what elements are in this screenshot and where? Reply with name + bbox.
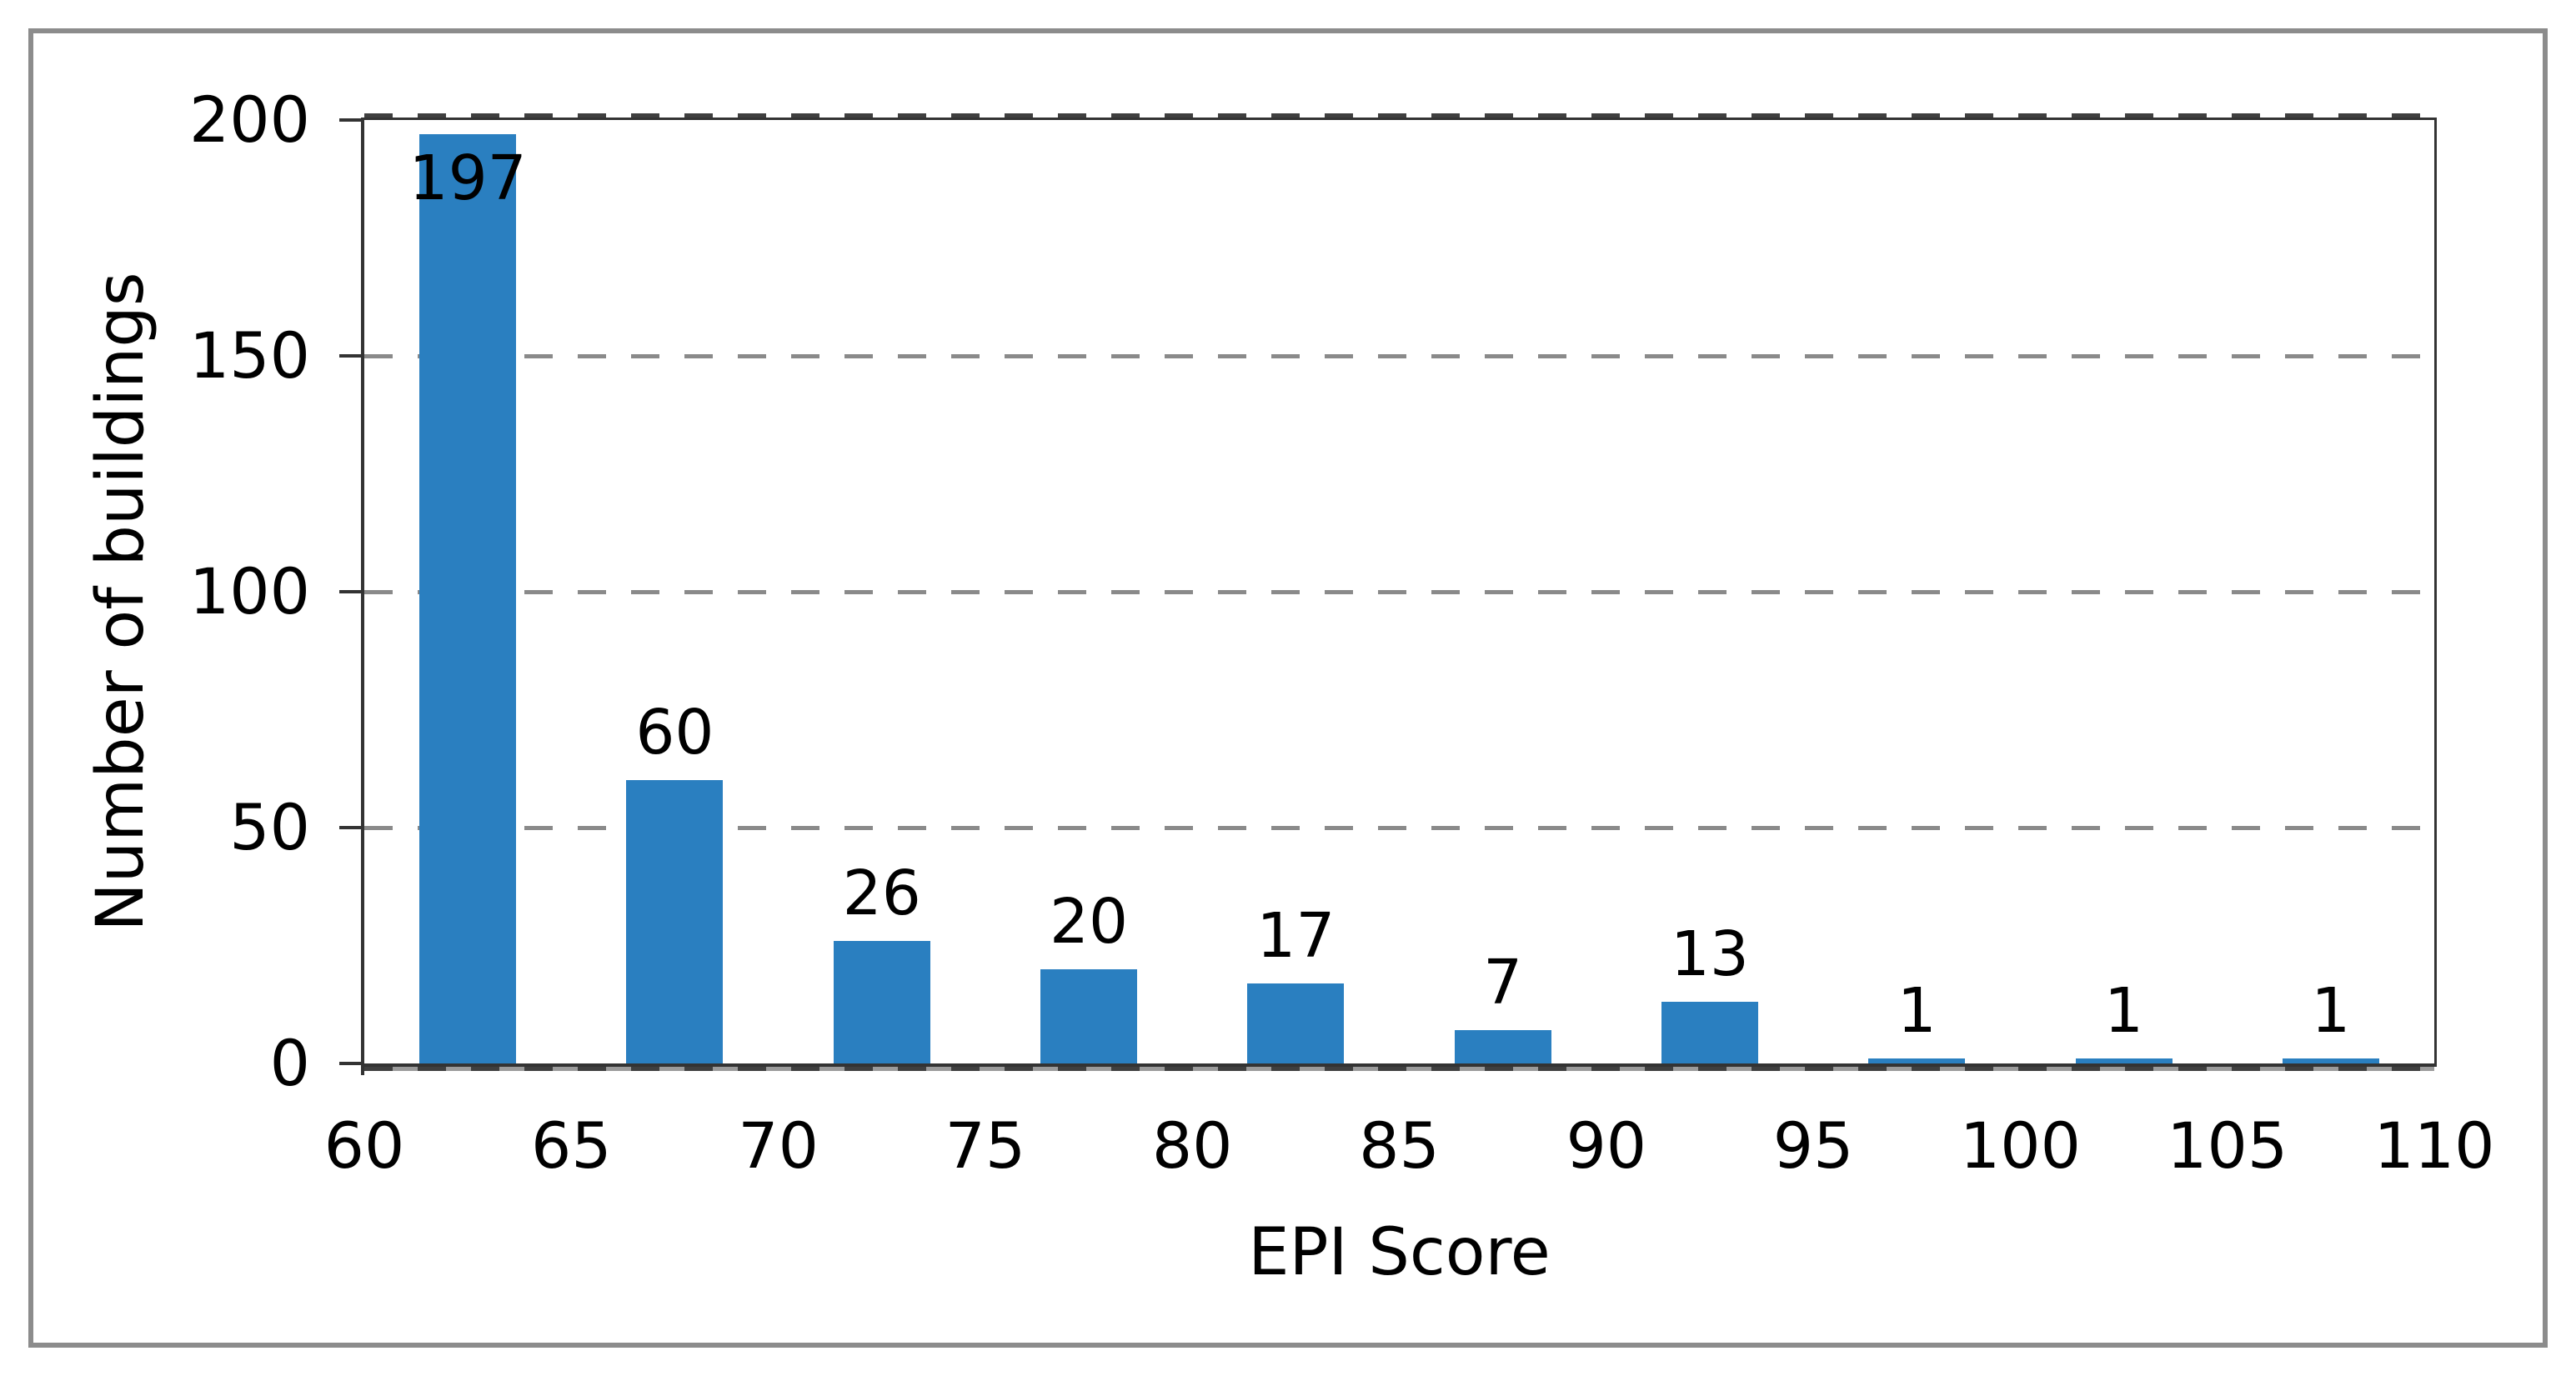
bar <box>626 780 724 1063</box>
gridline-y0 <box>364 1067 2434 1071</box>
y-tick-label: 200 <box>188 83 310 157</box>
bar <box>833 940 930 1063</box>
x-tick-label: 65 <box>530 1108 612 1183</box>
gridline-y50 <box>364 826 2434 830</box>
bar <box>1247 983 1345 1063</box>
plot-area <box>361 118 2437 1067</box>
x-tick-label: 100 <box>1959 1108 2081 1183</box>
chart-border-frame <box>28 28 2548 1348</box>
bar-value-label: 7 <box>1483 947 1523 1019</box>
y-tick-label: 150 <box>188 318 310 393</box>
bar <box>1868 1058 1966 1063</box>
bar-value-label: 60 <box>635 697 714 769</box>
bar <box>2282 1058 2379 1063</box>
x-tick-label: 105 <box>2167 1108 2288 1183</box>
x-tick-label: 75 <box>945 1108 1026 1183</box>
y-tick-label: 100 <box>188 554 310 628</box>
x-tick-label: 60 <box>323 1108 405 1183</box>
y-tick <box>339 354 361 358</box>
bar <box>1454 1030 1551 1063</box>
x-tick-label: 85 <box>1359 1108 1440 1183</box>
y-axis-title: Number of buildings <box>83 272 158 932</box>
x-axis-title: EPI Score <box>1248 1215 1551 1290</box>
bar <box>2075 1058 2173 1063</box>
bar-value-label: 26 <box>842 857 921 929</box>
gridline-y100 <box>364 590 2434 594</box>
bar-value-label: 1 <box>2104 975 2144 1048</box>
bar-value-label: 1 <box>2311 975 2351 1048</box>
gridline-y200 <box>364 113 2434 118</box>
bar-value-label: 20 <box>1049 885 1129 958</box>
x-tick-label: 95 <box>1772 1108 1854 1183</box>
x-tick-label: 80 <box>1151 1108 1233 1183</box>
y-tick <box>339 118 361 122</box>
bar-value-label: 1 <box>1897 975 1937 1048</box>
bar <box>419 133 517 1063</box>
gridline-y150 <box>364 354 2434 358</box>
bar <box>1040 968 1138 1063</box>
y-tick <box>339 590 361 593</box>
bar-value-label: 13 <box>1670 918 1750 991</box>
y-tick-label: 50 <box>229 790 310 864</box>
x-tick-label: 110 <box>2373 1108 2495 1183</box>
bar <box>1661 1002 1758 1063</box>
y-tick <box>339 826 361 829</box>
x-tick-label: 70 <box>738 1108 819 1183</box>
x-tick-label: 90 <box>1566 1108 1647 1183</box>
y-tick-label: 0 <box>269 1026 310 1100</box>
bar-value-label: 197 <box>408 142 527 214</box>
x-axis-tick <box>361 1063 364 1075</box>
bar-value-label: 17 <box>1256 899 1336 972</box>
y-tick <box>339 1062 361 1065</box>
